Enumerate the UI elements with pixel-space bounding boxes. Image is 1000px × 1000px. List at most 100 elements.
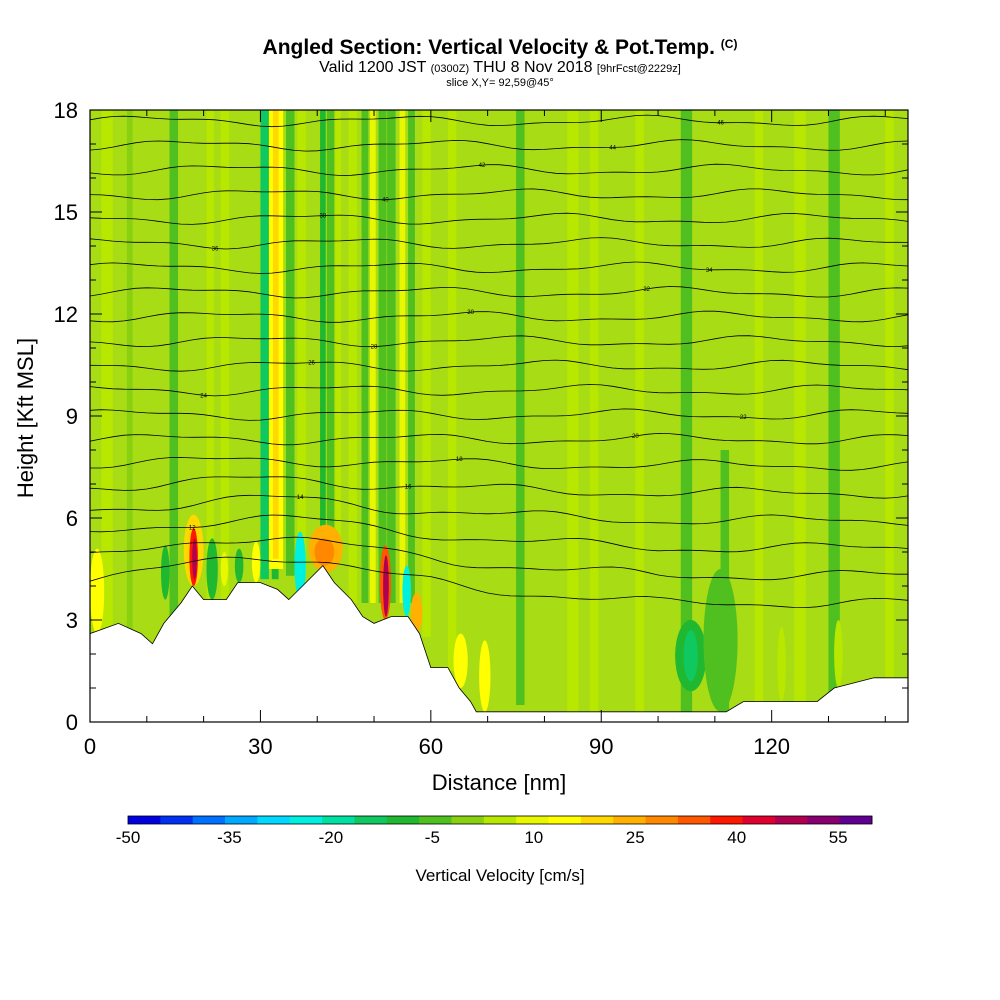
theta-label-13: 38 <box>320 214 327 220</box>
velocity-band-19 <box>399 110 406 603</box>
velocity-band-29 <box>754 110 764 705</box>
velocity-band-5 <box>260 110 269 580</box>
velocity-cell-20 <box>703 569 738 712</box>
y-tick-label-9: 9 <box>66 404 78 429</box>
theta-contour-9 <box>90 359 908 372</box>
colorbar-tick--35: -35 <box>217 828 242 847</box>
theta-contour-6 <box>90 432 908 446</box>
colorbar-swatch-11 <box>483 816 517 824</box>
velocity-field <box>90 110 894 722</box>
colorbar-swatch-18 <box>710 816 744 824</box>
velocity-band-16 <box>370 110 376 603</box>
x-tick-label-120: 120 <box>753 734 790 759</box>
velocity-cell-15 <box>410 592 423 634</box>
theta-contour-5 <box>90 457 908 471</box>
velocity-cell-13 <box>383 555 389 617</box>
x-tick-label-30: 30 <box>248 734 272 759</box>
colorbar-swatch-5 <box>289 816 323 824</box>
theta-contour-16 <box>90 188 908 201</box>
theta-label-12: 36 <box>212 247 219 253</box>
y-tick-label-6: 6 <box>66 506 78 531</box>
theta-contour-0 <box>90 556 908 609</box>
theta-contour-8 <box>90 384 908 397</box>
theta-label-10: 32 <box>643 287 650 293</box>
velocity-band-11 <box>320 110 326 552</box>
colorbar-swatch-9 <box>419 816 452 824</box>
subtitle-valid: Valid 1200 JST <box>319 59 427 76</box>
theta-label-3: 18 <box>456 457 463 463</box>
theta-label-7: 26 <box>308 361 315 367</box>
colorbar-tick-40: 40 <box>727 828 746 847</box>
x-axis-label: Distance [nm] <box>432 770 567 795</box>
velocity-band-8 <box>272 110 279 559</box>
velocity-cell-16 <box>453 633 468 688</box>
velocity-band-9 <box>285 110 295 576</box>
velocity-band-2 <box>169 110 179 722</box>
y-tick-label-15: 15 <box>54 200 78 225</box>
colorbar-swatch-12 <box>516 816 549 824</box>
theta-label-0: 12 <box>189 525 196 531</box>
colorbar-swatch-2 <box>192 816 226 824</box>
y-axis-label: Height [Kft MSL] <box>13 338 38 498</box>
velocity-band-24 <box>567 110 579 712</box>
velocity-band-20 <box>408 110 415 603</box>
colorbar-swatch-22 <box>839 816 873 824</box>
chart-title: Angled Section: Vertical Velocity & Pot.… <box>0 36 1000 60</box>
theta-label-11: 34 <box>706 268 713 274</box>
terrain-profile <box>90 564 908 722</box>
theta-contour-17 <box>90 163 908 176</box>
theta-label-5: 22 <box>740 415 747 421</box>
velocity-band-10 <box>297 110 306 576</box>
colorbar-swatch-16 <box>645 816 679 824</box>
velocity-cell-14 <box>402 565 411 617</box>
velocity-band-21 <box>422 110 431 637</box>
colorbar-swatch-10 <box>451 816 485 824</box>
theta-contour-3 <box>90 494 908 526</box>
y-tick-label-3: 3 <box>66 608 78 633</box>
velocity-cell-19 <box>683 630 698 682</box>
theta-contour-13 <box>90 261 908 274</box>
velocity-band-22 <box>447 110 457 671</box>
theta-label-6: 24 <box>200 393 207 399</box>
velocity-cell-9 <box>294 531 306 600</box>
theta-contour-7 <box>90 408 908 421</box>
theta-label-8: 28 <box>371 345 378 351</box>
velocity-cell-22 <box>834 620 843 688</box>
colorbar-swatch-6 <box>322 816 355 824</box>
theta-contour-10 <box>90 335 908 348</box>
theta-label-9: 30 <box>467 310 474 316</box>
colorbar-tick-25: 25 <box>626 828 645 847</box>
x-tick-label-0: 0 <box>84 734 96 759</box>
colorbar-swatch-8 <box>386 816 420 824</box>
colorbar-tick-55: 55 <box>829 828 848 847</box>
theta-contour-4 <box>90 476 908 499</box>
colorbar-tick-10: 10 <box>524 828 543 847</box>
chart-title-text: Angled Section: Vertical Velocity & Pot.… <box>262 36 715 59</box>
colorbar-swatch-20 <box>774 816 808 824</box>
colorbar-label: Vertical Velocity [cm/s] <box>415 866 584 885</box>
colorbar-swatch-15 <box>613 816 646 824</box>
velocity-band-30 <box>794 110 806 705</box>
velocity-cell-17 <box>479 640 491 712</box>
velocity-band-17 <box>378 110 387 603</box>
velocity-cell-7 <box>234 548 244 583</box>
velocity-cell-6 <box>220 552 229 586</box>
colorbar-swatch-19 <box>742 816 776 824</box>
theta-contour-14 <box>90 237 908 250</box>
velocity-cell-3 <box>192 538 197 580</box>
theta-contour-18 <box>90 139 908 152</box>
velocity-cell-21 <box>777 626 786 702</box>
theta-contour-12 <box>90 286 908 299</box>
colorbar-swatch-21 <box>807 816 841 824</box>
theta-contour-1 <box>90 536 908 581</box>
colorbar-tick--5: -5 <box>425 828 440 847</box>
velocity-band-4 <box>220 110 230 722</box>
theta-contours: 12 14 16 18 20 22 24 26 28 30 32 34 36 38 40 42 44 46 <box>90 114 908 609</box>
theta-label-14: 40 <box>382 198 389 204</box>
y-tick-label-12: 12 <box>54 302 78 327</box>
slice-label: slice X,Y= 92,59@45° <box>446 77 554 89</box>
velocity-band-31 <box>828 110 840 705</box>
